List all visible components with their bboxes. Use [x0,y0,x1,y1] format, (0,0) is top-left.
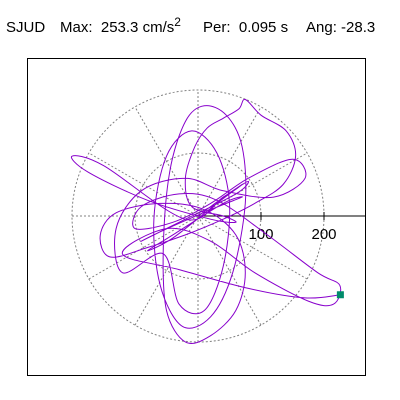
max-readout: Max: 253.3 cm/s2 [60,15,181,36]
chart-header: SJUD Max: 253.3 cm/s2 Per: 0.095 s Ang: … [0,0,400,40]
axis-tick-label: 200 [311,226,336,243]
max-value: 253.3 [100,19,139,36]
angle-readout: Ang: -28.3 [306,19,375,36]
trace-end-marker [336,291,344,299]
period-readout: Per: 0.095 s [203,19,288,36]
axis-layer: 100 200 [198,212,366,243]
angle-label: Ang: [306,19,337,36]
max-unit: cm/s [142,19,175,36]
axis-tick-label: 100 [248,226,273,243]
period-label: Per: [203,19,231,36]
period-value: 0.095 s [238,19,289,36]
angle-value: -28.3 [341,19,376,36]
station-code: SJUD [6,19,46,36]
plot-frame [27,58,366,376]
trace-layer [70,98,342,345]
max-label: Max: [60,19,93,36]
max-unit-exponent: 2 [174,15,181,29]
particle-motion-trace [70,98,342,345]
marker-layer [336,291,344,299]
